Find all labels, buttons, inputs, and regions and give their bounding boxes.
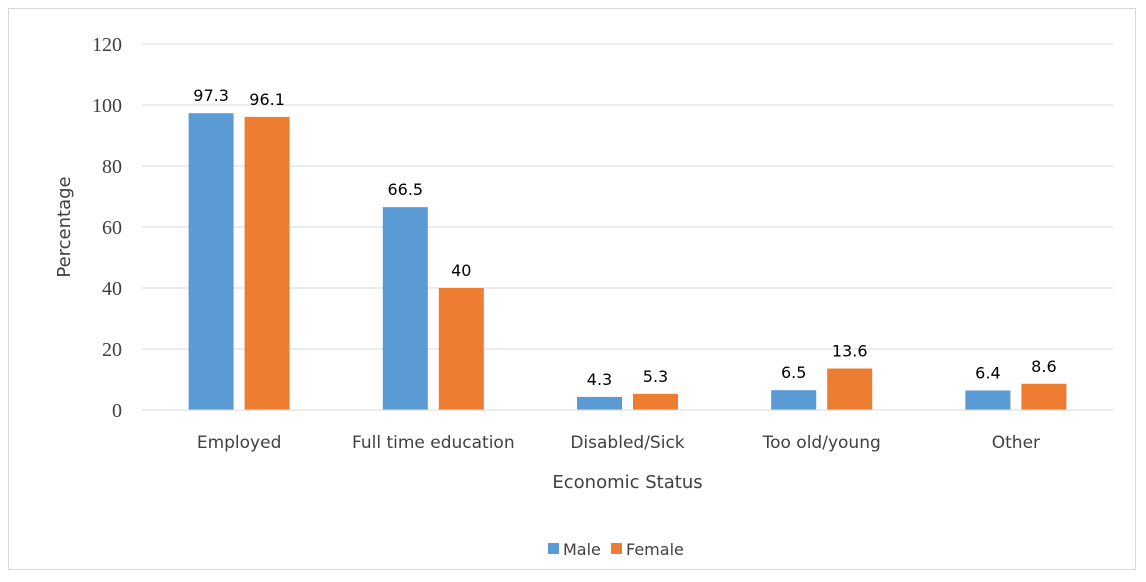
- bars: [188, 113, 1067, 411]
- bar-male-0: [188, 113, 234, 411]
- bar-male-2: [577, 396, 622, 410]
- data-label: 8.6: [1031, 357, 1056, 376]
- data-label: 6.5: [781, 363, 806, 382]
- data-label: 97.3: [193, 86, 229, 105]
- data-label: 40: [451, 261, 471, 280]
- y-tick-label: 20: [102, 339, 122, 361]
- x-tick-label: Too old/young: [762, 433, 881, 453]
- data-labels: 97.3 96.1 66.5 40 4.3 5.3 6.5 13.6 6.4 8.6: [193, 86, 1056, 389]
- y-axis-title: Percentage: [54, 176, 75, 277]
- x-axis-title: Economic Status: [552, 472, 702, 493]
- y-tick-label: 40: [102, 278, 122, 300]
- x-axis-ticks: Employed Full time education Disabled/Sick…: [197, 433, 1040, 453]
- bar-male-1: [382, 207, 428, 410]
- x-tick-label: Employed: [197, 433, 282, 453]
- data-label: 6.4: [975, 363, 1000, 382]
- y-tick-label: 0: [112, 400, 122, 422]
- bar-female-1: [438, 288, 484, 410]
- legend-label-female: Female: [626, 540, 684, 559]
- y-tick-label: 120: [92, 34, 122, 56]
- gridlines: [142, 43, 1113, 350]
- data-label: 96.1: [249, 90, 285, 109]
- data-label: 5.3: [643, 367, 668, 386]
- data-label: 13.6: [832, 342, 868, 361]
- legend-swatch-female: [611, 543, 622, 554]
- x-tick-label: Full time education: [352, 433, 515, 453]
- legend-swatch-male: [548, 543, 559, 554]
- y-tick-label: 60: [102, 217, 122, 239]
- bar-female-3: [827, 368, 873, 410]
- y-tick-label: 100: [92, 95, 122, 117]
- bar-female-2: [633, 393, 678, 410]
- bar-female-4: [1021, 383, 1067, 410]
- data-label: 4.3: [587, 370, 612, 389]
- legend: Male Female: [548, 540, 684, 559]
- bar-male-4: [965, 390, 1011, 410]
- data-label: 66.5: [387, 180, 423, 199]
- bar-male-3: [771, 390, 817, 410]
- y-axis-ticks: 0 20 40 60 80 100 120: [92, 34, 122, 422]
- y-tick-label: 80: [102, 156, 122, 178]
- x-tick-label: Other: [992, 433, 1040, 453]
- bar-female-0: [244, 116, 290, 411]
- x-tick-label: Disabled/Sick: [570, 433, 684, 453]
- legend-label-male: Male: [563, 540, 601, 559]
